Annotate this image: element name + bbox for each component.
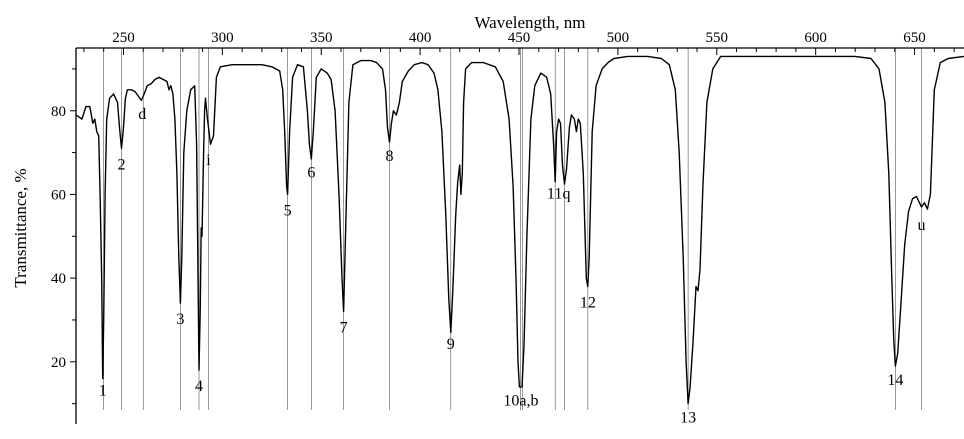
peak-label: 14: [887, 372, 903, 389]
y-tick-label: 80: [51, 104, 66, 120]
y-tick-label: 60: [51, 187, 66, 203]
peak-label: 9: [447, 336, 455, 353]
x-tick-label: 650: [903, 30, 926, 46]
x-tick-label: 550: [706, 30, 729, 46]
peak-label: d: [138, 106, 146, 123]
peak-label: 12: [580, 294, 596, 311]
x-tick-label: 400: [409, 30, 432, 46]
peak-reference-lines: [103, 48, 922, 410]
peak-label: 8: [385, 148, 393, 165]
peak-label: 6: [307, 165, 315, 182]
x-tick-label: 350: [310, 30, 333, 46]
y-tick-label: 20: [51, 355, 66, 371]
peak-label: q: [562, 186, 570, 203]
x-tick-label: 300: [211, 30, 234, 46]
peak-label: 7: [340, 320, 348, 337]
peak-label: 5: [284, 202, 292, 219]
spectrum-line: [75, 55, 964, 405]
x-tick-label: 500: [607, 30, 630, 46]
x-tick-label: 600: [804, 30, 827, 46]
peak-label: 10a,b: [503, 393, 538, 410]
x-tick-label: 450: [508, 30, 531, 46]
y-tick-label: 40: [51, 271, 66, 287]
peak-label: 11: [547, 186, 562, 203]
ticks: 250 300 350 400 450 500 550 600 650 20 40 60 80: [51, 30, 955, 405]
axes: [75, 47, 964, 424]
peak-label: i: [206, 152, 211, 169]
peak-label: 2: [117, 156, 125, 173]
x-axis-title: Wavelength, nm: [475, 13, 586, 32]
peak-label: u: [917, 217, 925, 234]
y-axis-title: Transmittance, %: [11, 168, 30, 287]
peak-label: 13: [680, 409, 696, 426]
peak-label: 1: [99, 382, 107, 399]
x-tick-label: 250: [112, 30, 135, 46]
peak-label: 4: [195, 378, 203, 395]
peak-label: 3: [176, 311, 184, 328]
